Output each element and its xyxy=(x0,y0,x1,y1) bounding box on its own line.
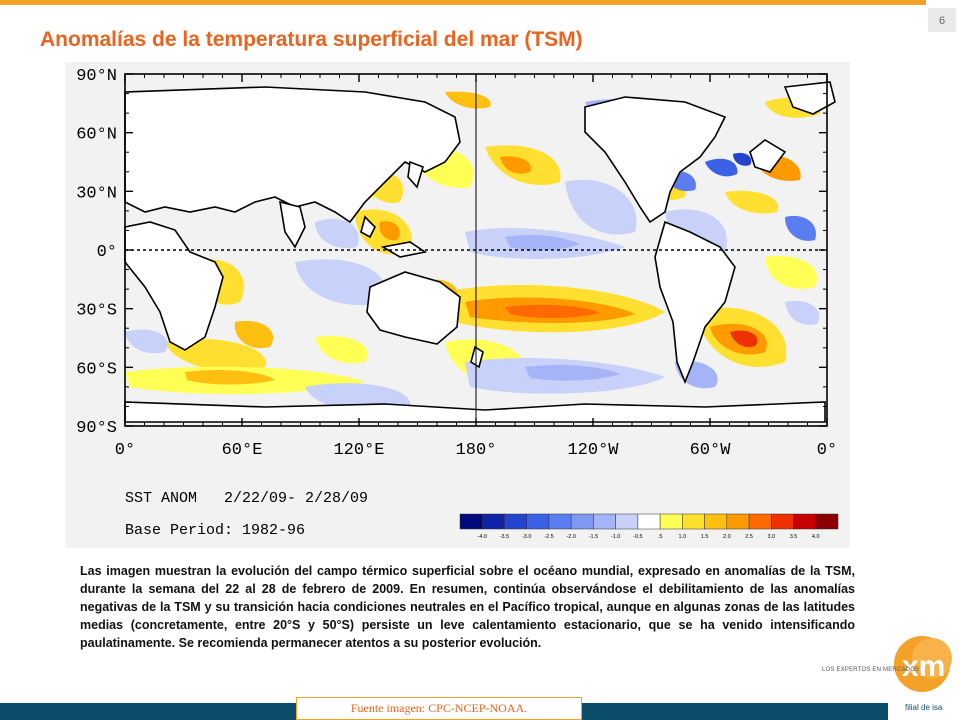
colorbar-swatch xyxy=(659,513,683,530)
colorbar-label: 3.0 xyxy=(767,534,775,540)
y-tick-label: 60°S xyxy=(76,360,117,379)
page-number: 6 xyxy=(928,8,956,32)
colorbar-swatch xyxy=(682,513,705,530)
colorbar-swatch xyxy=(593,513,616,530)
sst-anomaly-map: 90°N 60°N 30°N 0° 30°S 60°S 90°S 0° 60°E 120°E 180… xyxy=(65,62,850,548)
anomaly-warm-region xyxy=(185,369,275,385)
landmass xyxy=(124,221,224,351)
anomaly-cold-region xyxy=(125,329,168,354)
landmass xyxy=(470,345,484,369)
colorbar-swatch xyxy=(704,513,728,530)
x-tick-label: 180° xyxy=(456,441,497,460)
anomaly-cold-region xyxy=(295,259,387,306)
colorbar-label: -0.5 xyxy=(633,534,642,540)
anomaly-cold-region xyxy=(525,364,620,381)
anomaly-cold-region xyxy=(785,215,816,241)
colorbar-swatch xyxy=(459,513,483,530)
colorbar-label: -3.5 xyxy=(500,534,509,540)
anomaly-warm-region xyxy=(379,221,400,241)
anomaly-cold-region xyxy=(565,179,637,235)
colorbar-label: -2.0 xyxy=(566,534,575,540)
colorbar-label: 3.5 xyxy=(790,534,798,540)
anomaly-warm-region xyxy=(500,156,531,174)
sst-anomaly-chart: 90°N 60°N 30°N 0° 30°S 60°S 90°S 0° 60°E 120°E 180… xyxy=(76,67,839,540)
colorbar-label: 1.0 xyxy=(679,534,687,540)
anomaly-cold-region xyxy=(505,234,580,251)
landmass xyxy=(366,271,461,345)
colorbar-label: 2.0 xyxy=(723,534,731,540)
landmass xyxy=(654,220,736,385)
logo-circle-inner xyxy=(912,638,952,678)
x-tick-label: 120°W xyxy=(567,441,619,460)
x-tick-label: 120°E xyxy=(333,441,384,460)
colorbar-swatch xyxy=(771,513,794,530)
logo-mark: xm xyxy=(902,650,945,683)
colorbar-swatch xyxy=(637,513,661,530)
anomaly-cold-region xyxy=(785,300,820,325)
colorbar-swatch xyxy=(748,513,772,530)
colorbar-swatch xyxy=(548,513,572,530)
base-period-label: Base Period: 1982-96 xyxy=(125,522,305,539)
colorbar-swatch xyxy=(726,513,750,530)
colorbar-swatch xyxy=(570,513,594,530)
logo-subtitle: filial de isa xyxy=(905,703,943,712)
colorbar-label: .5 xyxy=(658,534,663,540)
description-paragraph: Las imagen muestran la evolución del cam… xyxy=(80,564,855,650)
y-tick-label: 30°N xyxy=(76,184,117,203)
colorbar-swatch xyxy=(526,513,550,530)
anomaly-cold-region xyxy=(705,158,738,177)
landmass xyxy=(749,139,787,173)
anomaly-cold-region xyxy=(733,152,752,166)
anomaly-warm-region xyxy=(730,330,758,348)
landmass xyxy=(360,215,376,239)
top-accent-line xyxy=(0,0,926,5)
image-source-credit: Fuente imagen: CPC-NCEP-NOAA. xyxy=(296,697,582,720)
landmass xyxy=(783,81,836,115)
anomaly-warm-region xyxy=(765,256,818,289)
continents xyxy=(124,81,836,423)
landmass xyxy=(407,160,424,189)
colorbar-swatch xyxy=(615,513,639,530)
landmass xyxy=(584,96,727,224)
colorbar-label: -1.0 xyxy=(611,534,620,540)
y-tick-label: 30°S xyxy=(76,302,117,321)
colorbar-label: -3.0 xyxy=(522,534,531,540)
y-tick-label: 90°S xyxy=(76,419,117,438)
colorbar-swatch xyxy=(815,513,839,530)
anomaly-warm-region xyxy=(315,336,368,364)
colorbar-label: -1.5 xyxy=(589,534,598,540)
x-tick-label: 0° xyxy=(817,441,837,460)
x-tick-label: 60°W xyxy=(690,441,732,460)
colorbar-swatch xyxy=(793,513,817,530)
colorbar-swatch xyxy=(504,513,527,530)
anomaly-warm-region xyxy=(505,304,600,318)
logo-tagline: LOS EXPERTOS EN MERCADOS xyxy=(822,667,920,673)
colorbar: -4.0 -3.5 -3.0 -2.5 -2.0 -1.5 -1.0 -0.5 .5 1.0 1.5… xyxy=(459,513,839,540)
colorbar-label: 1.5 xyxy=(701,534,709,540)
colorbar-label: 2.5 xyxy=(745,534,753,540)
x-tick-label: 60°E xyxy=(222,441,263,460)
colorbar-label: 4.0 xyxy=(812,534,820,540)
page-title: Anomalías de la temperatura superficial … xyxy=(40,28,583,51)
xm-logo: xm xyxy=(894,636,952,692)
landmass xyxy=(279,200,306,249)
anomaly-cold-region xyxy=(315,218,359,249)
colorbar-swatch xyxy=(481,513,505,530)
map-frame: 90°N 60°N 30°N 0° 30°S 60°S 90°S 0° 60°E 120°E 180… xyxy=(76,67,837,460)
landmass xyxy=(124,401,826,423)
x-tick-label: 0° xyxy=(115,441,135,460)
colorbar-label: -2.5 xyxy=(544,534,553,540)
anomaly-warm-region xyxy=(234,321,274,349)
colorbar-label: -4.0 xyxy=(477,534,486,540)
anomaly-warm-region xyxy=(725,190,779,214)
chart-subtitle: SST ANOM 2/22/09- 2/28/09 xyxy=(125,490,368,507)
y-tick-label: 0° xyxy=(97,243,117,262)
anomaly-warm-region xyxy=(445,91,491,109)
y-tick-label: 90°N xyxy=(76,67,117,86)
y-tick-label: 60°N xyxy=(76,126,117,145)
landmass xyxy=(124,86,461,224)
